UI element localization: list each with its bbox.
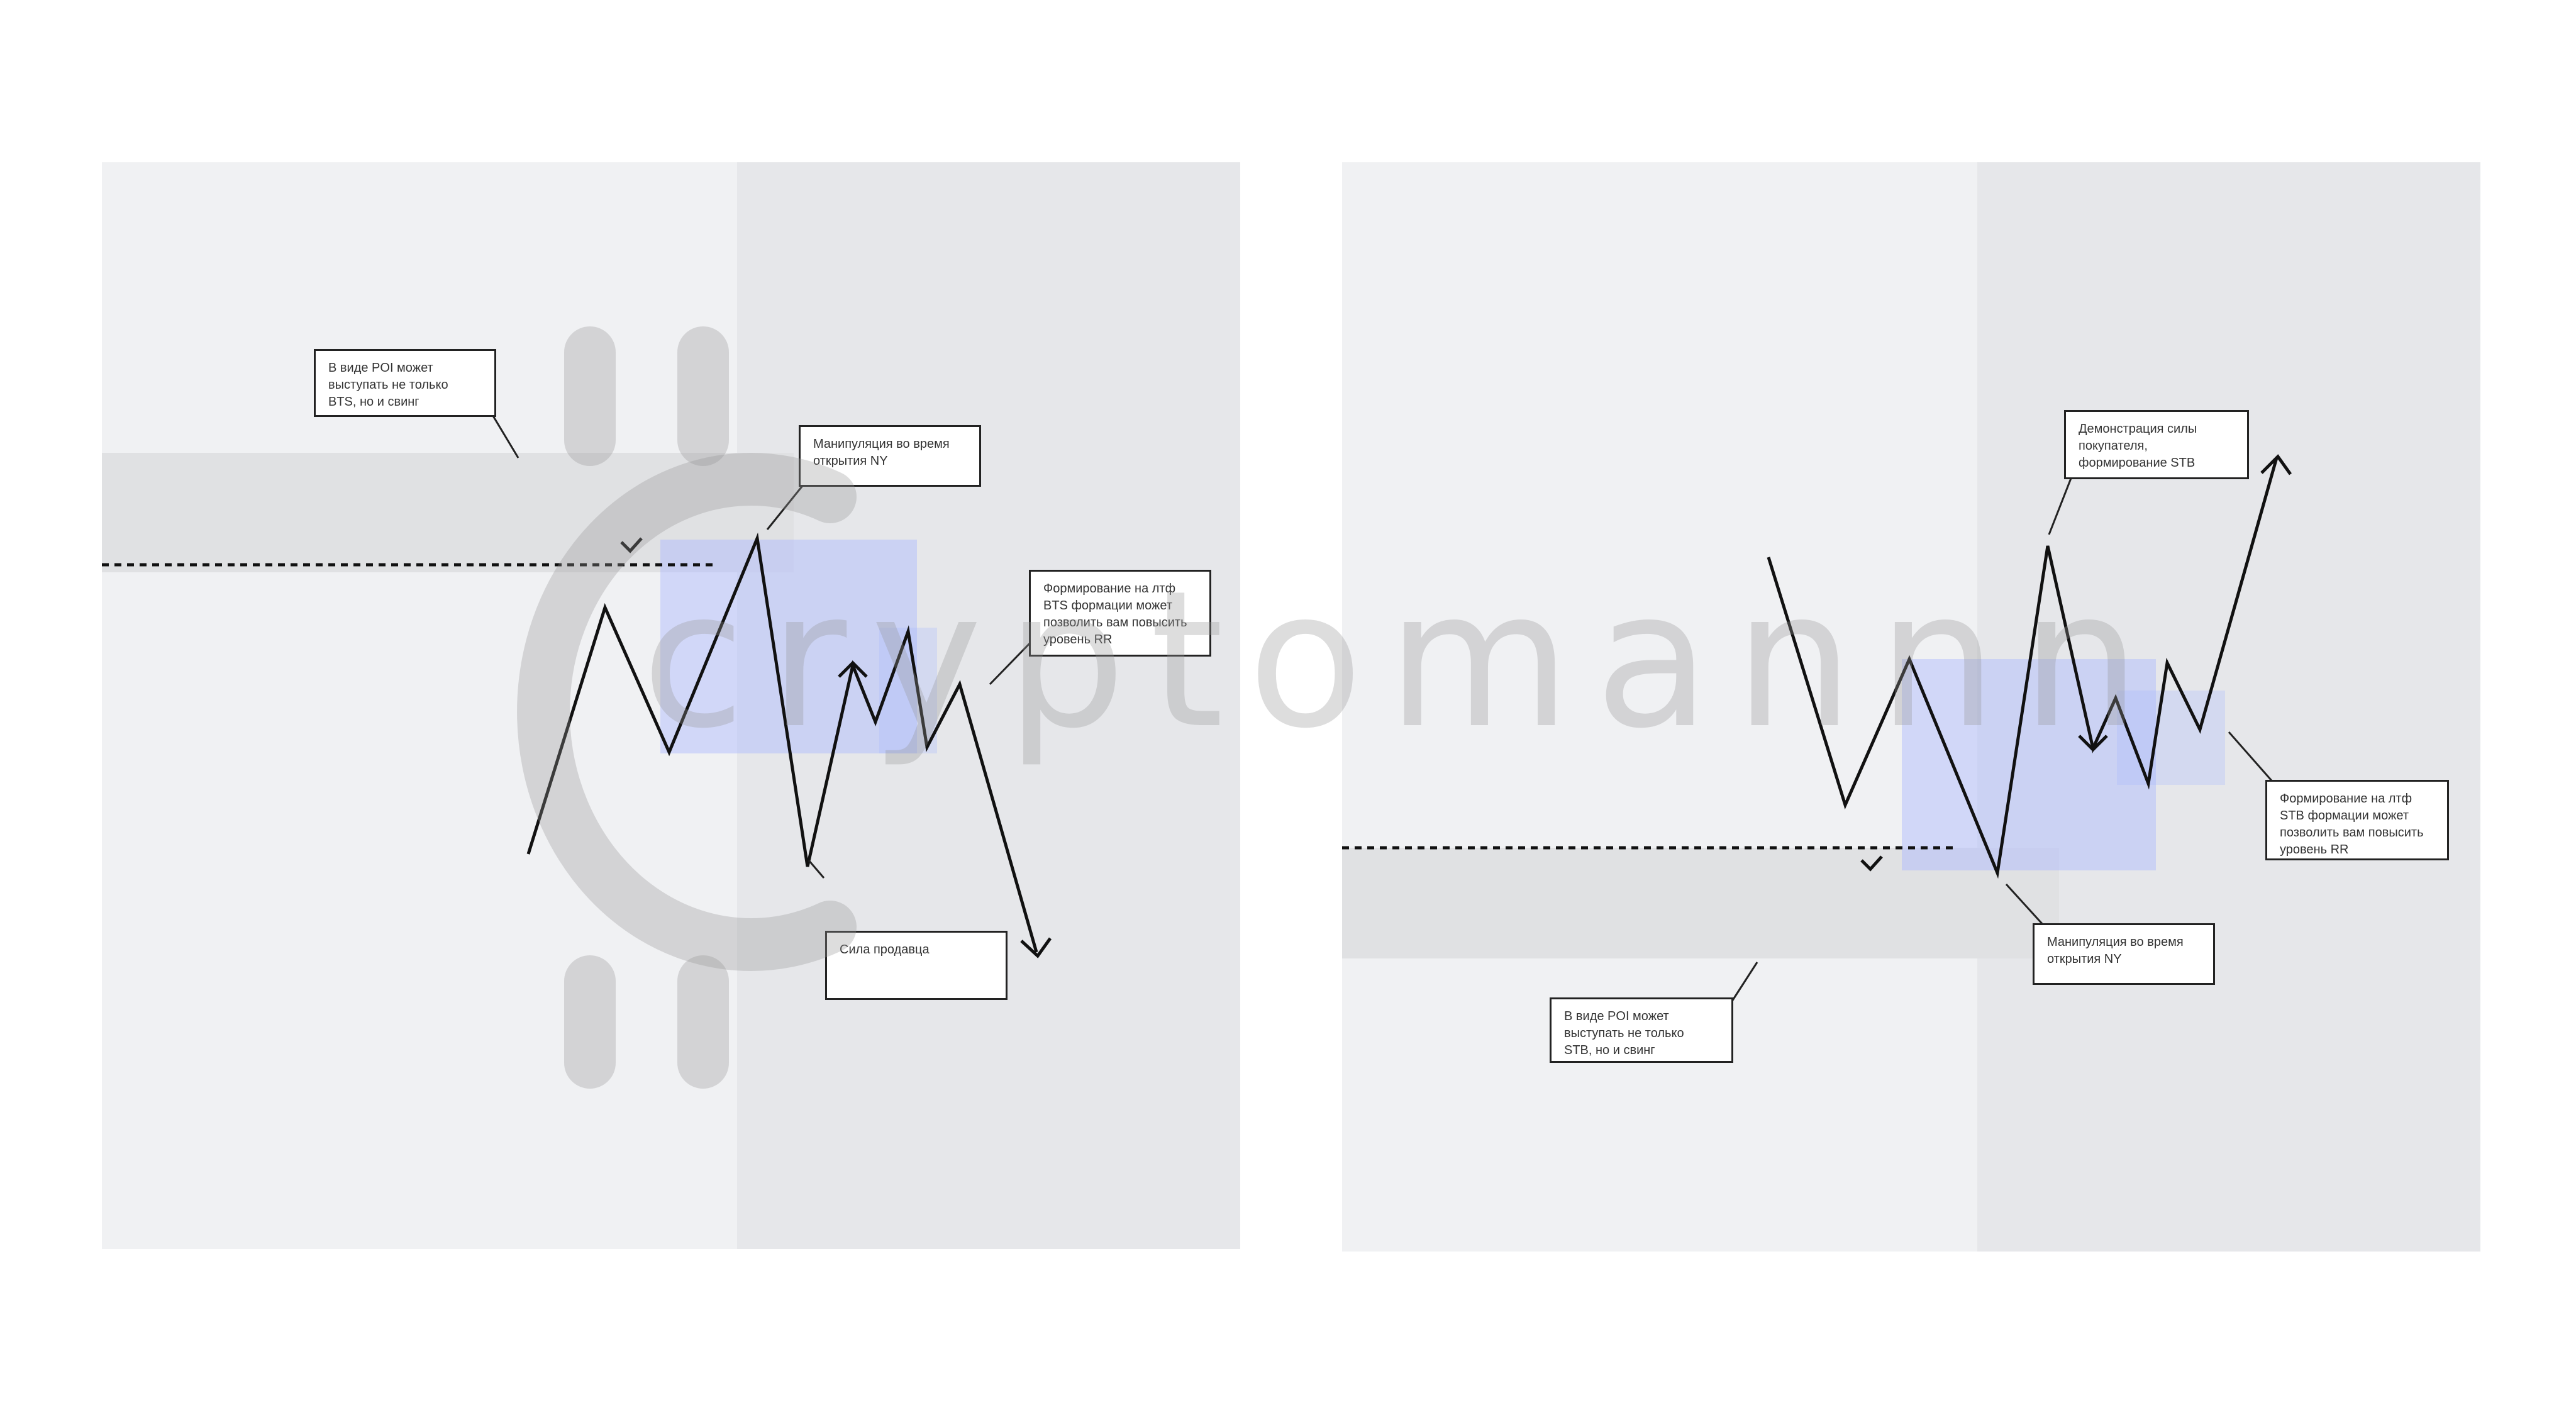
callout-ltf-formation: Формирование на лтф STB формации может п… <box>2265 780 2449 860</box>
callout-manipulation: Манипуляция во время открытия NY <box>799 425 981 487</box>
callout-pointer-manipulation <box>766 484 805 530</box>
left-scheme-panel: В виде POI может выступать не только BTS… <box>102 162 1240 1249</box>
poi-band <box>1342 848 2059 958</box>
ltf-formation-zone <box>879 628 937 753</box>
right-scheme-panel: Демонстрация силы покупателя, формирован… <box>1342 162 2480 1252</box>
arrow-up-icon <box>2260 454 2292 475</box>
callout-buyer-strength: Демонстрация силы покупателя, формирован… <box>2064 410 2249 479</box>
pullback-arrowhead <box>838 660 868 678</box>
manipulation-zone <box>1902 659 2156 870</box>
callout-pointer-poi <box>1731 962 1758 1002</box>
callout-pointer-seller <box>808 860 825 879</box>
session-zone <box>1977 162 2480 1252</box>
pullback-arrowhead <box>2078 735 2108 752</box>
session-zone <box>737 162 1240 1249</box>
checkmark-icon <box>1860 855 1883 872</box>
poi-band <box>102 453 794 572</box>
checkmark-icon <box>620 537 643 553</box>
price-path <box>1767 457 2279 879</box>
callout-pointer-manipulation <box>2005 883 2045 927</box>
callout-poi: В виде POI может выступать не только BTS… <box>314 349 496 417</box>
callout-poi: В виде POI может выступать не только STB… <box>1550 997 1733 1063</box>
callout-manipulation: Манипуляция во время открытия NY <box>2033 923 2215 985</box>
callout-pointer-ltf <box>989 636 1036 686</box>
callout-ltf-formation: Формирование на лтф BTS формации может п… <box>1029 570 1211 657</box>
callout-pointer-buyer <box>2048 476 2073 535</box>
arrow-down-icon <box>1020 937 1052 958</box>
left-scheme-drawing <box>102 413 1052 958</box>
price-path <box>526 532 1038 953</box>
callout-seller-strength: Сила продавца <box>825 931 1008 1000</box>
right-scheme-drawing <box>1342 454 2292 1002</box>
callout-pointer-ltf <box>2228 731 2277 785</box>
callout-pointer-poi <box>491 413 519 458</box>
